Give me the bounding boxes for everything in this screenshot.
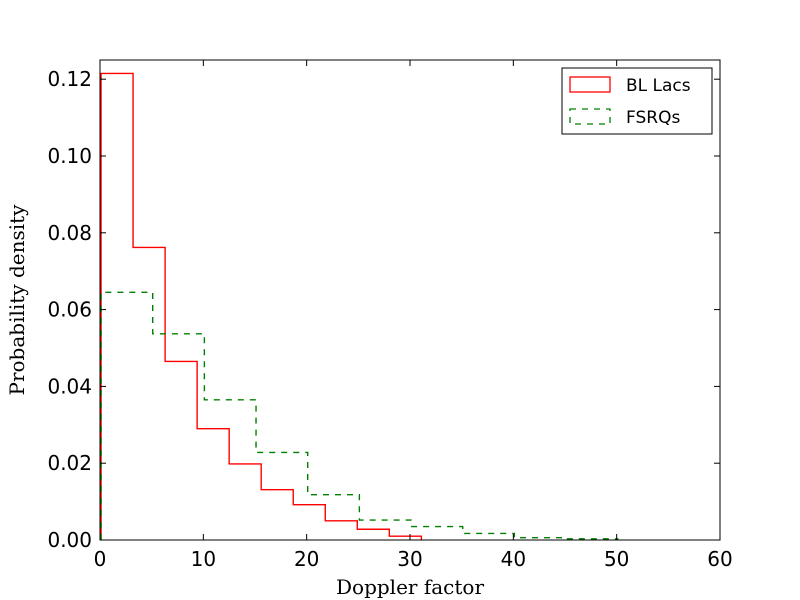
y-tick-label: 0.06 [47,298,92,322]
x-tick-label: 60 [707,547,732,571]
x-tick-label: 20 [294,547,319,571]
legend-swatch-fsrqs [569,108,611,125]
x-tick-label: 40 [501,547,526,571]
x-tick-label: 30 [397,547,422,571]
y-tick-label: 0.10 [47,144,92,168]
x-tick-label: 10 [191,547,216,571]
x-tick-label: 0 [94,547,107,571]
histogram-series-bl-lacs [100,72,423,540]
plot-area: 0 10 20 30 40 50 60 0.00 0.02 0.04 0.06 0.08 0.10 0.1… [47,59,733,571]
y-tick-label: 0.04 [47,374,92,398]
legend: BL Lacs FSRQs [561,67,713,135]
y-tick-label: 0.12 [47,67,92,91]
y-tick-label: 0.02 [47,451,92,475]
legend-label-fsrqs: FSRQs [626,108,680,128]
y-tick-label: 0.00 [47,528,92,552]
legend-swatch-bl-lacs [569,76,611,93]
series-layer [100,72,619,540]
legend-label-bl-lacs: BL Lacs [626,76,691,96]
histogram-series-fsrqs [100,291,619,540]
y-axis-label: Probability density [5,204,29,396]
x-axis-label: Doppler factor [336,575,484,599]
ticks-layer: 0 10 20 30 40 50 60 0.00 0.02 0.04 0.06 0.08 0.10 0.1… [47,60,733,571]
x-tick-label: 50 [604,547,629,571]
legend-box [561,67,713,135]
y-tick-label: 0.08 [47,221,92,245]
